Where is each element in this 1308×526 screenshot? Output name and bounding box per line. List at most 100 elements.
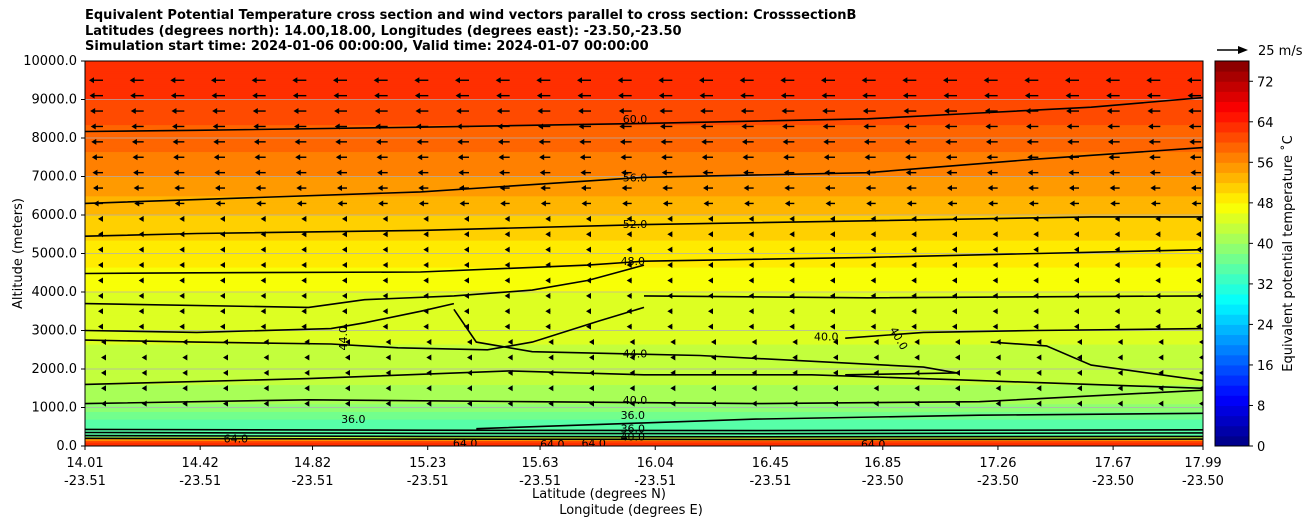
wind-arrow-head: [911, 231, 917, 238]
wind-arrow: [578, 123, 591, 130]
wind-arrow-head: [467, 400, 472, 407]
theta-band: [85, 203, 1203, 206]
wind-arrow-head: [1155, 246, 1161, 253]
wind-arrow-head: [138, 292, 144, 299]
wind-arrow-head: [823, 138, 829, 145]
wind-arrow-head: [992, 308, 998, 315]
wind-arrow-head: [911, 277, 917, 284]
wind-arrow-head: [170, 77, 176, 84]
wind-arrow-head: [743, 169, 749, 176]
wind-arrow: [1067, 154, 1079, 161]
wind-arrow-head: [789, 277, 795, 284]
wind-arrow-head: [256, 200, 262, 207]
wind-arrow-head: [618, 108, 624, 115]
wind-arrow-head: [792, 369, 798, 376]
wind-arrow-head: [375, 138, 381, 145]
wind-arrow: [1033, 246, 1039, 253]
title-line-1: Equivalent Potential Temperature cross s…: [85, 8, 857, 23]
wind-arrow: [545, 215, 551, 222]
theta-band: [85, 245, 1203, 249]
wind-arrow: [1114, 215, 1120, 222]
theta-band: [85, 61, 1203, 64]
wind-arrow: [173, 169, 185, 176]
wind-arrow-head: [416, 123, 422, 130]
wind-arrow: [952, 323, 957, 330]
wind-arrow: [580, 169, 591, 176]
wind-arrow: [373, 77, 388, 84]
wind-arrow-head: [911, 323, 917, 330]
wind-arrow-head: [830, 323, 835, 330]
wind-arrow-head: [457, 138, 463, 145]
wind-arrow: [304, 354, 310, 361]
wind-arrow: [498, 154, 510, 161]
wind-arrow: [507, 369, 513, 376]
theta-band: [85, 195, 1203, 199]
wind-arrow-head: [792, 385, 798, 392]
wind-arrow-head: [986, 154, 992, 161]
theta-band: [85, 103, 1203, 106]
theta-band: [85, 345, 1203, 349]
wind-arrow: [1033, 292, 1039, 299]
wind-arrow: [342, 215, 347, 222]
wind-arrow-head: [1196, 308, 1201, 315]
wind-arrow: [260, 262, 266, 269]
wind-arrow: [1106, 108, 1120, 115]
wind-arrow-head: [780, 77, 786, 84]
wind-arrow-head: [992, 246, 998, 253]
wind-arrow: [667, 246, 673, 253]
wind-arrow: [861, 77, 876, 84]
wind-arrow: [1117, 400, 1123, 407]
wind-arrow-head: [416, 138, 422, 145]
wind-arrow: [141, 369, 147, 376]
wind-arrow-head: [1114, 215, 1120, 222]
wind-arrow: [536, 77, 551, 84]
colorbar-segment: [1215, 233, 1249, 244]
colorbar-segment: [1215, 405, 1249, 417]
theta-band: [85, 109, 1203, 112]
wind-arrow: [911, 215, 917, 222]
wind-arrow-head: [223, 354, 228, 361]
theta-band: [85, 70, 1203, 74]
contour-label: 52.0: [623, 218, 648, 231]
wind-arrow-head: [345, 400, 350, 407]
wind-arrow-head: [172, 138, 178, 145]
x-tick-label-lat: 17.99: [1184, 456, 1221, 471]
theta-band: [85, 359, 1203, 362]
wind-arrow-head: [862, 108, 868, 115]
wind-arrow-head: [90, 108, 96, 115]
wind-arrow-head: [830, 231, 835, 238]
theta-band: [85, 363, 1203, 366]
theta-band: [85, 367, 1203, 370]
wind-arrow: [141, 385, 147, 392]
wind-arrow: [992, 323, 998, 330]
wind-arrow-head: [708, 277, 713, 284]
wind-arrow-head: [792, 400, 798, 407]
wind-arrow-head: [220, 308, 225, 315]
theta-band: [85, 328, 1203, 332]
wind-arrow: [865, 169, 876, 176]
wind-arrow-head: [138, 308, 144, 315]
theta-band: [85, 166, 1203, 170]
y-tick-label: 4000.0: [32, 285, 78, 300]
wind-arrow-head: [711, 385, 716, 392]
wind-arrow: [426, 385, 432, 392]
wind-arrow-head: [789, 231, 795, 238]
wind-arrow: [255, 185, 266, 192]
theta-band: [85, 120, 1203, 124]
wind-arrow: [873, 400, 879, 407]
theta-band: [85, 62, 1203, 66]
wind-arrow-head: [98, 231, 103, 238]
colorbar-tick-label: 64: [1257, 116, 1274, 131]
wind-arrow: [626, 231, 632, 238]
wind-arrow: [1199, 339, 1203, 345]
wind-arrow: [1114, 246, 1120, 253]
wind-arrow: [825, 185, 835, 192]
wind-arrow-head: [342, 262, 347, 269]
wind-arrow: [377, 169, 388, 176]
wind-arrow-head: [943, 77, 948, 84]
wind-arrow-head: [426, 369, 432, 376]
wind-arrow: [995, 385, 1001, 392]
wind-arrow-head: [98, 308, 103, 315]
wind-arrow: [459, 200, 469, 207]
wind-arrow: [417, 154, 429, 161]
